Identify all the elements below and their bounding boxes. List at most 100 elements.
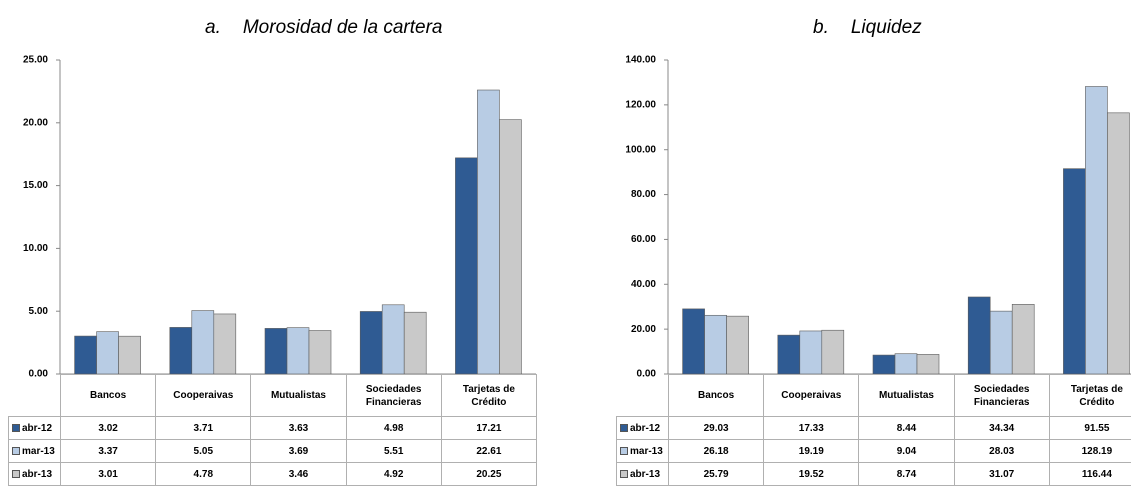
table-value: 3.71 [155,416,252,440]
y-tick-label: 0.00 [637,369,657,380]
legend-label: mar-13 [630,445,663,457]
table-value: 9.04 [858,439,955,463]
table-value: 34.34 [953,416,1050,440]
bar [1107,112,1130,375]
table-value: 17.33 [763,416,860,440]
bar [499,119,522,375]
category-label: Sociedades Financieras [953,374,1050,417]
table-value: 3.69 [250,439,347,463]
category-label: Cooperaivas [763,374,860,417]
category-label: Bancos [60,374,157,417]
legend-key [12,470,20,478]
table-value: 25.79 [668,462,765,486]
y-tick-label: 60.00 [631,234,656,245]
table-value: 5.51 [345,439,442,463]
y-tick-label: 10.00 [23,243,48,254]
y-tick-label: 25.00 [23,55,48,66]
bar [894,353,918,375]
y-tick-label: 120.00 [625,99,656,110]
bar [96,331,119,375]
category-label: Mutualistas [250,374,347,417]
bar [704,314,727,375]
legend-key [620,447,628,455]
legend-entry: mar-13 [616,439,669,463]
bar [989,310,1013,375]
table-value: 20.25 [440,462,537,486]
table-value: 4.98 [345,416,442,440]
y-tick-label: 100.00 [625,144,656,155]
table-value: 4.92 [345,462,442,486]
legend-label: mar-13 [22,445,55,457]
table-value: 3.02 [60,416,157,440]
title-text: Liquidez [851,17,922,38]
bar [74,335,97,375]
bar [455,157,478,375]
y-tick-label: 20.00 [23,117,48,128]
table-value: 91.55 [1048,416,1131,440]
table-value: 17.21 [440,416,537,440]
bar [1063,168,1086,375]
bar [191,310,215,375]
bar [872,354,896,375]
legend-key [12,447,20,455]
legend-entry: abr-13 [616,462,669,486]
table-value: 22.61 [440,439,537,463]
category-label: Bancos [668,374,765,417]
table-value: 26.18 [668,439,765,463]
legend-entry: abr-13 [8,462,61,486]
legend-label: abr-12 [22,422,53,434]
y-tick-label: 0.00 [29,369,49,380]
table-value: 29.03 [668,416,765,440]
bar [359,311,383,375]
y-tick-label: 5.00 [29,306,49,317]
table-value: 3.01 [60,462,157,486]
y-tick-label: 15.00 [23,180,48,191]
bar [726,315,749,375]
bar [967,296,991,375]
table-value: 8.44 [858,416,955,440]
bar [118,335,141,375]
bar [799,330,823,375]
legend-entry: mar-13 [8,439,61,463]
chart-title: a. Morosidad de la cartera [205,17,442,38]
bar [1085,86,1108,375]
y-tick-label: 80.00 [631,189,656,200]
bar [777,334,801,375]
table-value: 31.07 [953,462,1050,486]
table-value: 128.19 [1048,439,1131,463]
bar [682,308,705,375]
bar [916,354,940,375]
category-label: Tarjetas de Crédito [440,374,537,417]
table-value: 19.19 [763,439,860,463]
bar [169,327,193,375]
table-value: 3.63 [250,416,347,440]
table-value: 116.44 [1048,462,1131,486]
bar [286,327,310,375]
table-value: 28.03 [953,439,1050,463]
table-value: 8.74 [858,462,955,486]
category-label: Sociedades Financieras [345,374,442,417]
table-value: 19.52 [763,462,860,486]
bar [308,330,332,375]
title-label: b. [813,17,829,38]
table-value: 3.46 [250,462,347,486]
y-tick-label: 40.00 [631,279,656,290]
category-label: Mutualistas [858,374,955,417]
table-value: 4.78 [155,462,252,486]
bar [403,311,427,375]
bar [1011,304,1035,375]
legend-key [620,470,628,478]
legend-label: abr-12 [630,422,661,434]
bar [264,328,288,375]
legend-label: abr-13 [22,468,53,480]
table-value: 5.05 [155,439,252,463]
chart-title: b. Liquidez [813,17,922,38]
title-text: Morosidad de la cartera [243,17,443,38]
table-value: 3.37 [60,439,157,463]
category-label: Tarjetas de Crédito [1048,374,1131,417]
legend-key [12,424,20,432]
category-label: Cooperaivas [155,374,252,417]
y-tick-label: 140.00 [625,55,656,66]
y-tick-label: 20.00 [631,324,656,335]
